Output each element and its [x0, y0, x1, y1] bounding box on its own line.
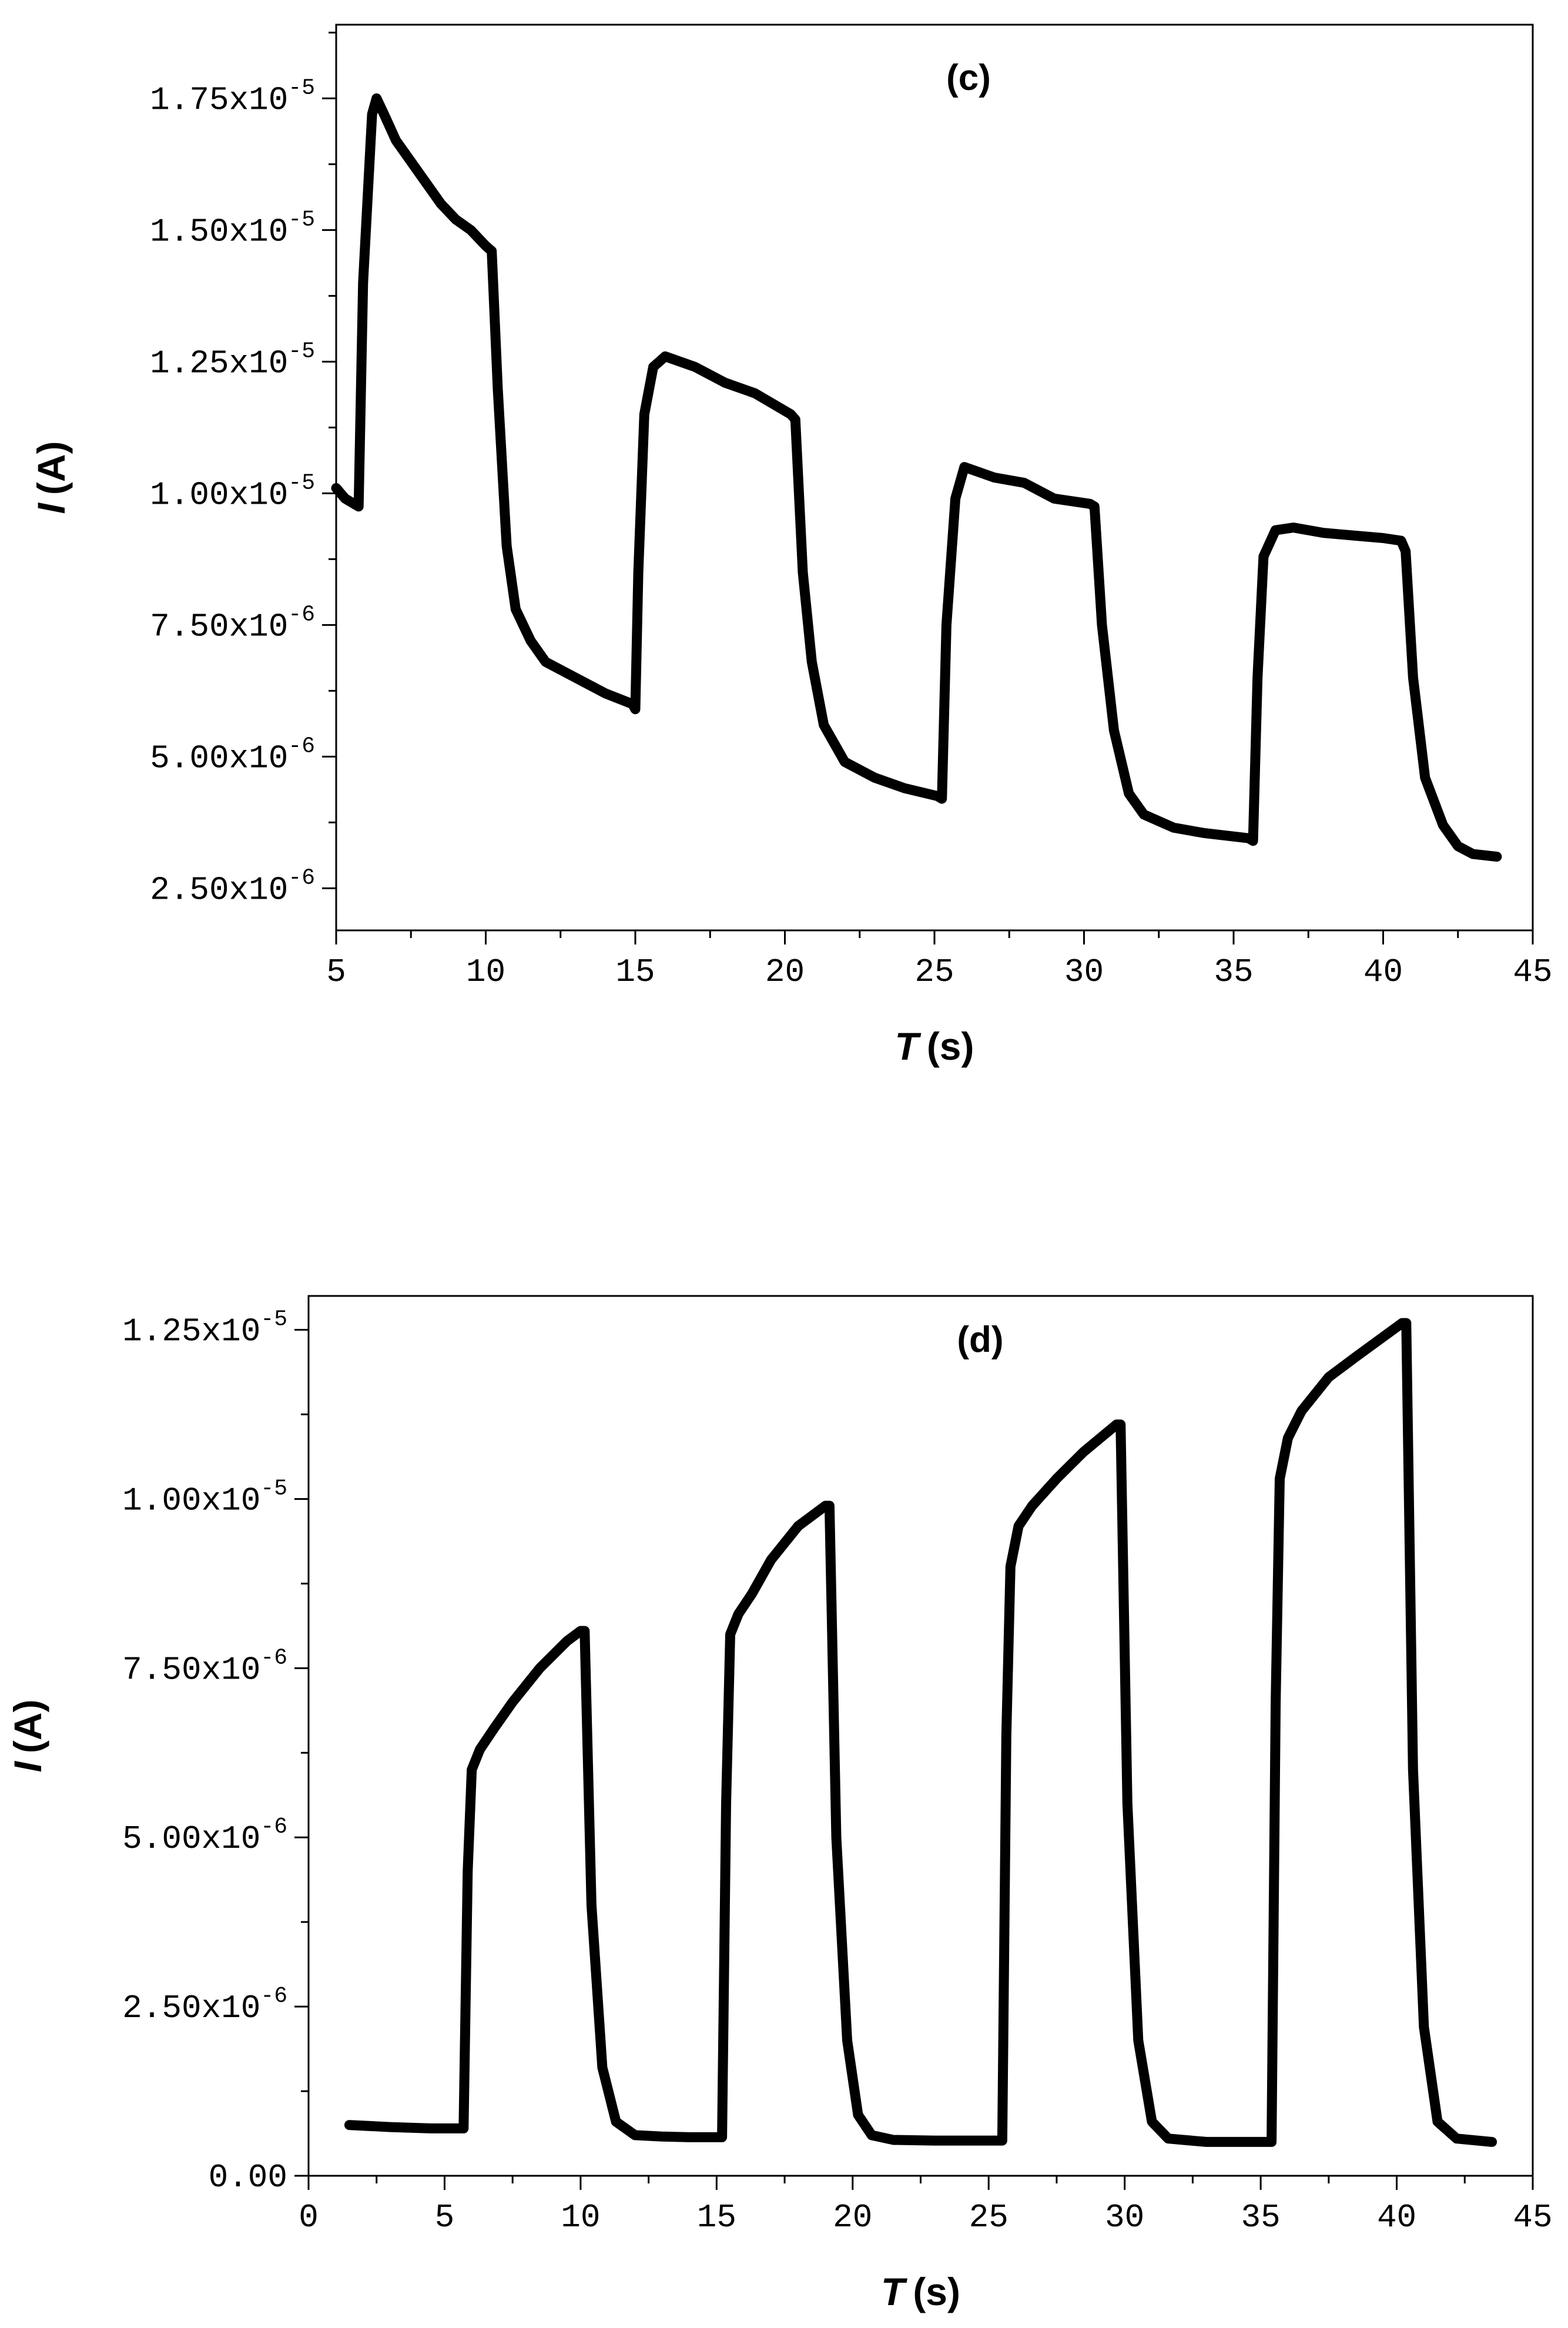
- panel-d-y-tick-exponent: -6: [260, 1645, 287, 1670]
- panel-d-x-axis-symbol: T: [881, 2270, 907, 2313]
- panel-d-y-tick-mantissa: 0.00: [209, 2159, 287, 2196]
- panel-d-y-axis-unit: (A): [6, 1700, 49, 1754]
- panel-c-y-tick-mantissa: 2.50x10: [150, 871, 288, 909]
- panel-c-panel-label: (c): [946, 58, 991, 98]
- panel-d-y-axis-title: I (A): [6, 1700, 49, 1773]
- panel-c-x-tick-label: 15: [615, 953, 655, 991]
- panel-c-y-tick-label: 2.50x10-6: [150, 865, 315, 909]
- panel-c-y-tick-mantissa: 1.50x10: [150, 213, 288, 250]
- panel-c-y-axis-symbol: I: [29, 502, 73, 514]
- panel-c-y-tick-mantissa: 7.50x10: [150, 608, 288, 645]
- panel-d-y-tick-exponent: -5: [260, 1307, 287, 1332]
- panel-c-y-tick-mantissa: 1.25x10: [150, 344, 288, 382]
- panel-d-x-tick-label: 0: [299, 2199, 319, 2236]
- panel-d-panel-label: (d): [957, 1319, 1003, 1360]
- panel-d-y-tick-exponent: -5: [260, 1476, 287, 1501]
- panel-d-y-tick-label: 5.00x10-6: [122, 1814, 287, 1858]
- panel-d-x-tick-label: 45: [1513, 2199, 1552, 2236]
- panel-c-x-tick-label: 20: [765, 953, 805, 991]
- panel-c-y-tick-exponent: -6: [288, 733, 315, 759]
- panel-d-x-tick-label: 15: [697, 2199, 736, 2236]
- panel-c-x-tick-label: 25: [914, 953, 954, 991]
- panel-c-y-tick-exponent: -5: [288, 75, 315, 101]
- panel-d-series-line: [344, 1318, 1497, 2147]
- panel-d-y-axis-symbol: I: [6, 1760, 49, 1772]
- panel-d-y-tick-label: 2.50x10-6: [122, 1984, 287, 2027]
- panel-c-y-tick-label: 5.00x10-6: [150, 733, 315, 777]
- panel-c-x-axis-title: T (s): [895, 1024, 974, 1068]
- panel-c-y-tick-mantissa: 1.00x10: [150, 476, 288, 514]
- panel-d-x-tick-label: 5: [435, 2199, 455, 2236]
- panel-c-y-tick-label: 1.25x10-5: [150, 339, 315, 382]
- panel-d-y-tick-label: 0.00: [209, 2159, 287, 2196]
- panel-c-series-line: [331, 93, 1502, 862]
- panel-c-x-tick-label: 5: [326, 953, 346, 991]
- panel-d-x-axis-title: T (s): [881, 2270, 960, 2313]
- panel-d-x-tick-label: 20: [833, 2199, 872, 2236]
- panel-c-x-tick-label: 40: [1363, 953, 1403, 991]
- panel-d-y-tick-mantissa: 1.00x10: [122, 1482, 260, 1519]
- panel-c-x-axis-unit: (s): [927, 1024, 974, 1068]
- panel-c-y-tick-exponent: -6: [288, 865, 315, 890]
- panel-d-x-tick-label: 40: [1377, 2199, 1416, 2236]
- panel-c-y-tick-label: 1.50x10-5: [150, 207, 315, 250]
- panel-c-y-axis-title: I (A): [29, 441, 73, 514]
- panel-c-y-axis-unit: (A): [29, 441, 73, 495]
- panel-d-y-tick-mantissa: 7.50x10: [122, 1651, 260, 1689]
- panel-d-y-tick-exponent: -6: [260, 1814, 287, 1840]
- chart-panel-d: 0 5 10 15 20 25 30 35 40 450.002.50x10-65.00x10-6…: [6, 1295, 1553, 2313]
- panel-d-y-tick-label: 7.50x10-6: [122, 1645, 287, 1689]
- panel-c-y-tick-label: 1.00x10-5: [150, 470, 315, 514]
- panel-d-y-tick-label: 1.25x10-5: [122, 1307, 287, 1351]
- panel-c-y-tick-mantissa: 1.75x10: [150, 81, 288, 119]
- panel-c-x-tick-label: 30: [1064, 953, 1104, 991]
- panel-c-y-tick-mantissa: 5.00x10: [150, 739, 288, 777]
- panel-c-y-tick-exponent: -6: [288, 602, 315, 627]
- panel-c-x-axis-symbol: T: [895, 1024, 922, 1068]
- panel-d-y-tick-label: 1.00x10-5: [122, 1476, 287, 1519]
- panel-d-x-tick-label: 35: [1241, 2199, 1281, 2236]
- panel-c-x-tick-label: 10: [466, 953, 505, 991]
- panel-c-x-tick-label: 45: [1513, 953, 1552, 991]
- panel-c-y-tick-label: 7.50x10-6: [150, 602, 315, 645]
- panel-d-x-tick-label: 10: [561, 2199, 600, 2236]
- panel-d-y-tick-mantissa: 2.50x10: [122, 1989, 260, 2027]
- panel-d-y-tick-mantissa: 5.00x10: [122, 1820, 260, 1858]
- panel-d-x-axis-unit: (s): [913, 2270, 960, 2313]
- panel-d-y-tick-mantissa: 1.25x10: [122, 1313, 260, 1351]
- panel-c-y-tick-label: 1.75x10-5: [150, 75, 315, 119]
- panel-d-x-tick-label: 30: [1105, 2199, 1144, 2236]
- chart-panel-c: 5 10 15 20 25 30 35 40 452.50x10-65.00x10-67.50x…: [29, 24, 1553, 1068]
- panel-c-y-tick-exponent: -5: [288, 207, 315, 232]
- panel-c-y-tick-exponent: -5: [288, 470, 315, 495]
- panel-d-y-tick-exponent: -6: [260, 1984, 287, 2009]
- panel-d-x-tick-label: 25: [969, 2199, 1009, 2236]
- panel-c-y-tick-exponent: -5: [288, 339, 315, 364]
- panel-c-x-tick-label: 35: [1214, 953, 1253, 991]
